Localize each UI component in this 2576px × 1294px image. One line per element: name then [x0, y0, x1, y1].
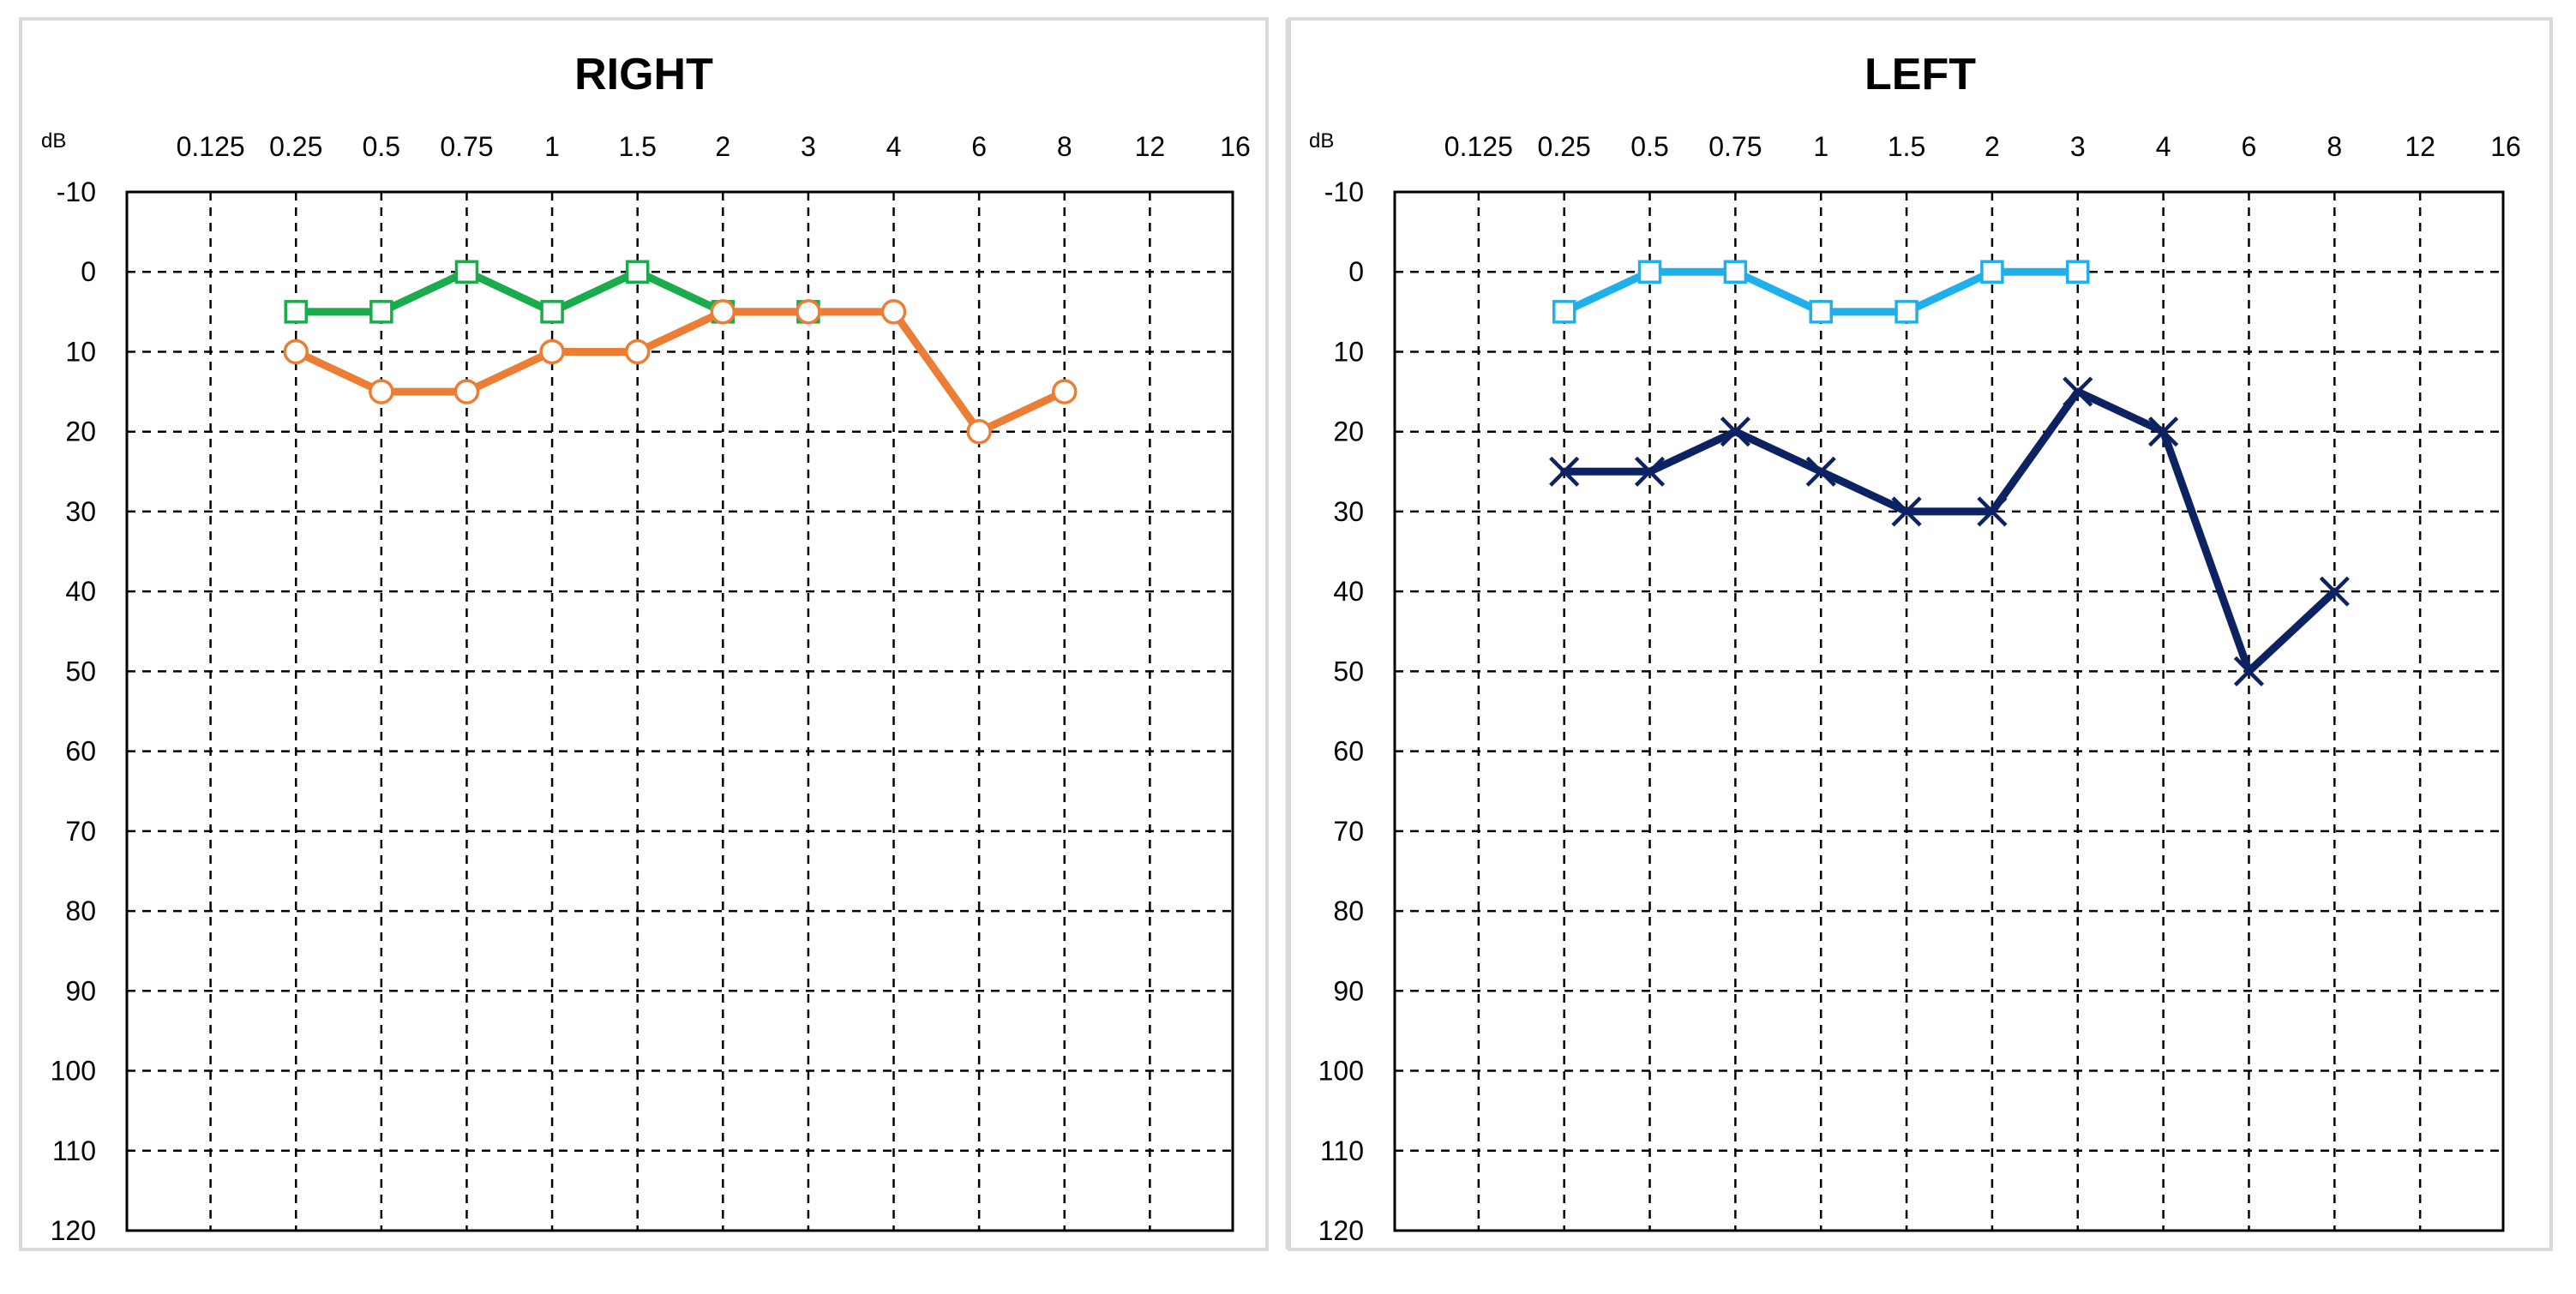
right-x-tick-label: 12	[1135, 131, 1166, 162]
left-series-x-point	[1720, 416, 1750, 447]
right-x-tick-label: 6	[971, 131, 987, 162]
left-plot-border	[1393, 190, 2505, 1232]
right-x-tick-label: 1.5	[618, 131, 656, 162]
right-y-tick-label: 20	[65, 416, 96, 447]
right-y-unit-label: dB	[41, 129, 66, 153]
left-y-tick-label: 30	[1333, 496, 1364, 527]
right-y-tick-label: 70	[65, 816, 96, 847]
left-x-tick-label: 1	[1813, 131, 1828, 162]
right-y-tick-label: 0	[81, 256, 96, 287]
right-x-tick-label: 16	[1220, 131, 1251, 162]
left-series-square-point	[1809, 300, 1833, 324]
left-y-tick-label: 80	[1333, 896, 1364, 926]
right-plot-border	[125, 190, 1234, 1232]
left-series-square-point	[1894, 300, 1918, 324]
left-x-tick-label: 2	[1985, 131, 2000, 162]
right-panel-frame	[19, 17, 1269, 1251]
left-y-tick-label: 10	[1333, 336, 1364, 367]
right-x-tick-label: 2	[715, 131, 730, 162]
left-x-tick-label: 6	[2242, 131, 2257, 162]
right-y-tick-label: 100	[51, 1056, 96, 1087]
right-y-tick-label: -10	[57, 177, 96, 207]
right-series-square-point	[454, 260, 479, 284]
right-series-circle-point	[710, 299, 736, 325]
left-series-square-point	[1723, 260, 1748, 284]
left-series-x-point	[2233, 656, 2265, 686]
left-ear-audiogram-panel: LEFT dB -10 0 10 20 30 40 50 60 70 80 90 100 110 120 0.1…	[1288, 17, 2553, 1251]
left-series-x-point	[2319, 576, 2350, 607]
right-y-tick-label: 110	[52, 1135, 96, 1166]
left-series-x-line	[1560, 387, 2339, 675]
left-series-x-point	[1549, 456, 1580, 487]
left-x-tick-label: 0.25	[1538, 131, 1591, 162]
left-y-tick-label: 90	[1333, 975, 1364, 1006]
right-series-square-point	[625, 260, 650, 284]
right-chart-title: RIGHT	[574, 50, 713, 99]
left-x-tick-label: 1.5	[1888, 131, 1925, 162]
left-series-x-point	[1805, 456, 1836, 487]
left-y-tick-label: 0	[1348, 256, 1364, 287]
left-x-tick-label: 0.5	[1630, 131, 1668, 162]
left-x-tick-label: 16	[2490, 131, 2521, 162]
right-y-tick-label: 30	[65, 496, 96, 527]
left-y-tick-label: 120	[1318, 1215, 1364, 1246]
left-x-tick-label: 8	[2327, 131, 2342, 162]
right-series-circle-point	[880, 299, 907, 325]
right-x-tick-label: 0.125	[177, 131, 245, 162]
left-series-square-point	[1637, 260, 1662, 284]
right-ear-audiogram-panel: RIGHT dB -10 0 10 20 30 40 50 60 70 80 90 100 110 120 0.…	[19, 17, 1269, 1251]
left-y-tick-label: 50	[1333, 656, 1364, 686]
left-series-x-point	[1891, 496, 1922, 527]
left-y-tick-label: 20	[1333, 416, 1364, 447]
left-x-tick-label: 4	[2156, 131, 2171, 162]
left-y-tick-label: 100	[1318, 1056, 1364, 1087]
left-series-x-point	[1634, 456, 1666, 487]
left-series-x-point	[2063, 376, 2093, 407]
right-x-tick-label: 3	[801, 131, 816, 162]
right-x-tick-label: 0.75	[440, 131, 493, 162]
right-series-circle-line	[291, 308, 1069, 436]
left-series-square-point	[2066, 260, 2090, 284]
right-series-square-point	[369, 300, 393, 324]
left-y-unit-label: dB	[1309, 129, 1334, 153]
right-y-tick-label: 60	[65, 736, 96, 767]
right-x-tick-label: 0.25	[269, 131, 322, 162]
right-y-tick-label: 50	[65, 656, 96, 686]
left-x-tick-label: 0.75	[1708, 131, 1762, 162]
right-series-circle-point	[283, 338, 309, 365]
left-series-x-point	[1977, 496, 2008, 527]
left-series-x-point	[2148, 416, 2179, 447]
right-series-circle-point	[796, 299, 821, 325]
right-y-tick-label: 80	[65, 896, 96, 926]
left-chart-title: LEFT	[1864, 50, 1976, 99]
left-panel-frame	[1288, 17, 2553, 1251]
left-y-tick-label: 60	[1333, 736, 1364, 767]
right-x-tick-label: 4	[886, 131, 902, 162]
right-y-tick-label: 90	[65, 975, 96, 1006]
right-x-tick-label: 0.5	[363, 131, 400, 162]
right-series-circle-point	[966, 418, 992, 445]
right-y-tick-label: 120	[51, 1215, 96, 1246]
right-series-circle-point	[624, 338, 651, 365]
left-series-square-point	[1980, 260, 2004, 284]
right-series-circle-point	[539, 338, 565, 365]
left-x-tick-label: 12	[2405, 131, 2435, 162]
left-series-square-point	[1552, 300, 1576, 324]
left-y-tick-label: 70	[1333, 816, 1364, 847]
left-x-tick-label: 3	[2070, 131, 2086, 162]
right-y-tick-label: 10	[65, 336, 96, 367]
right-series-square-point	[540, 300, 564, 324]
right-y-tick-label: 40	[65, 576, 96, 607]
left-x-tick-label: 0.125	[1444, 131, 1513, 162]
right-series-circle-point	[453, 379, 480, 404]
left-y-tick-label: 40	[1333, 576, 1364, 607]
right-x-tick-label: 8	[1057, 131, 1072, 162]
left-y-tick-label: -10	[1324, 177, 1364, 207]
right-series-square-point	[284, 300, 308, 324]
right-series-circle-point	[1052, 379, 1078, 404]
right-series-circle-point	[369, 379, 394, 404]
left-y-tick-label: 110	[1320, 1135, 1364, 1166]
right-x-tick-label: 1	[544, 131, 560, 162]
